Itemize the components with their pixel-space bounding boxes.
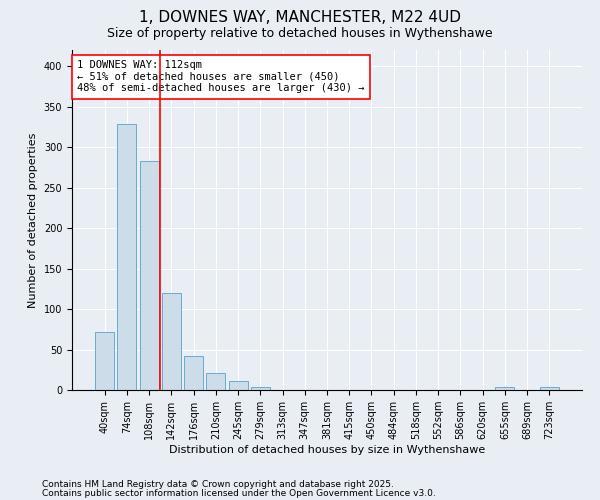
Bar bbox=[118, 124, 136, 390]
Text: Contains HM Land Registry data © Crown copyright and database right 2025.: Contains HM Land Registry data © Crown c… bbox=[42, 480, 394, 489]
Bar bbox=[540, 387, 559, 390]
Bar bbox=[251, 387, 270, 390]
Bar bbox=[206, 373, 225, 390]
Bar bbox=[496, 387, 514, 390]
Text: 1, DOWNES WAY, MANCHESTER, M22 4UD: 1, DOWNES WAY, MANCHESTER, M22 4UD bbox=[139, 10, 461, 25]
Text: Size of property relative to detached houses in Wythenshawe: Size of property relative to detached ho… bbox=[107, 28, 493, 40]
Text: Contains public sector information licensed under the Open Government Licence v3: Contains public sector information licen… bbox=[42, 488, 436, 498]
Y-axis label: Number of detached properties: Number of detached properties bbox=[28, 132, 38, 308]
Text: 1 DOWNES WAY: 112sqm
← 51% of detached houses are smaller (450)
48% of semi-deta: 1 DOWNES WAY: 112sqm ← 51% of detached h… bbox=[77, 60, 365, 94]
X-axis label: Distribution of detached houses by size in Wythenshawe: Distribution of detached houses by size … bbox=[169, 445, 485, 455]
Bar bbox=[162, 293, 181, 390]
Bar bbox=[95, 332, 114, 390]
Bar bbox=[229, 381, 248, 390]
Bar bbox=[184, 356, 203, 390]
Bar bbox=[140, 161, 158, 390]
